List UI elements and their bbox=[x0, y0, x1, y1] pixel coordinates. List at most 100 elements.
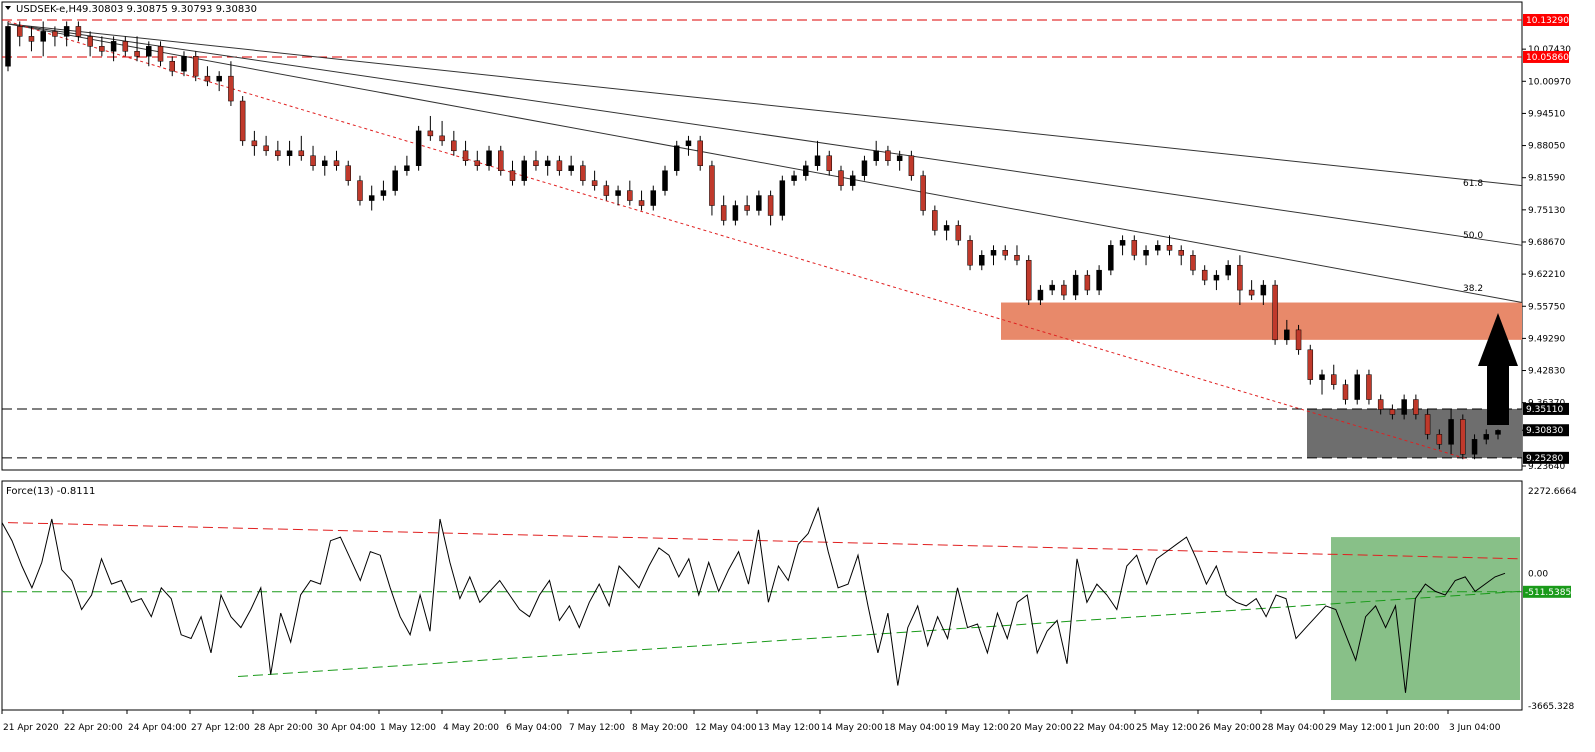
candle-body bbox=[509, 170, 516, 181]
price-trendline bbox=[7, 20, 1469, 460]
candle-body bbox=[1108, 245, 1114, 271]
candle-body bbox=[1354, 374, 1360, 400]
candle-body bbox=[345, 165, 351, 181]
candle-body bbox=[826, 155, 833, 171]
candle-body bbox=[333, 160, 340, 166]
candle-body bbox=[99, 46, 105, 52]
force-level-label: -511.5385 bbox=[1525, 588, 1571, 598]
candle-body bbox=[791, 175, 797, 181]
x-tick-label: 6 May 04:00 bbox=[506, 723, 562, 733]
x-tick-label: 22 Apr 20:00 bbox=[64, 723, 123, 733]
candle-body bbox=[1284, 329, 1290, 341]
force-tick-label: 2272.6664 bbox=[1528, 487, 1577, 497]
price-tick-label: 9.88050 bbox=[1528, 142, 1565, 152]
candle-body bbox=[498, 150, 504, 171]
candle-body bbox=[1366, 374, 1372, 400]
force-tick-label: -3665.328 bbox=[1528, 702, 1574, 712]
candle-body bbox=[122, 41, 129, 52]
candle-body bbox=[1166, 245, 1173, 251]
price-tick-label: 10.07430 bbox=[1528, 45, 1571, 55]
candle-body bbox=[5, 26, 11, 67]
candle-body bbox=[1342, 384, 1349, 400]
candle-body bbox=[556, 160, 563, 171]
candle-body bbox=[1401, 399, 1407, 415]
candle-body bbox=[404, 165, 410, 171]
candle-body bbox=[157, 46, 164, 62]
candle-body bbox=[110, 41, 117, 52]
candle-body bbox=[1413, 399, 1419, 415]
candle-body bbox=[1084, 274, 1091, 291]
candle-body bbox=[627, 190, 633, 201]
candle-body bbox=[591, 180, 598, 186]
candle-body bbox=[943, 225, 950, 231]
candle-body bbox=[849, 175, 856, 186]
x-tick-label: 1 Jun 20:00 bbox=[1388, 723, 1440, 733]
candle-body bbox=[368, 195, 375, 201]
candle-body bbox=[251, 140, 258, 147]
x-tick-label: 13 May 12:00 bbox=[758, 723, 820, 733]
fib-label-50-0: 50.0 bbox=[1463, 231, 1483, 241]
price-tick-label: 9.81590 bbox=[1528, 174, 1565, 184]
candle-body bbox=[1178, 250, 1184, 256]
x-tick-label: 26 May 20:00 bbox=[1199, 723, 1261, 733]
force-resistance-line bbox=[7, 522, 1521, 560]
ohlc-readout: 9.30803 9.30875 9.30793 9.30830 bbox=[82, 4, 257, 15]
price-panel bbox=[1, 1, 1523, 471]
candle-body bbox=[521, 160, 527, 181]
candle-body bbox=[392, 170, 398, 191]
candle-body bbox=[228, 75, 234, 102]
candle-body bbox=[75, 26, 82, 37]
candle-body bbox=[216, 75, 222, 82]
candle-body bbox=[1307, 349, 1314, 380]
price-tick-label: 10.00970 bbox=[1528, 77, 1571, 87]
x-tick-label: 29 May 12:00 bbox=[1325, 723, 1387, 733]
candle-body bbox=[1014, 255, 1020, 261]
candle-body bbox=[1319, 374, 1325, 380]
candle-body bbox=[650, 190, 657, 206]
candle-body bbox=[275, 150, 281, 157]
force-tick-label: 0.00 bbox=[1528, 569, 1548, 579]
candle-body bbox=[568, 165, 574, 171]
force-panel bbox=[1, 480, 1523, 711]
candle-body bbox=[955, 225, 962, 241]
x-tick-label: 25 May 12:00 bbox=[1136, 723, 1198, 733]
x-tick-label: 8 May 20:00 bbox=[632, 723, 688, 733]
x-tick-label: 4 May 20:00 bbox=[443, 723, 499, 733]
candle-body bbox=[181, 56, 187, 72]
candle-body bbox=[1436, 434, 1443, 445]
candle-body bbox=[1295, 329, 1302, 351]
candle-body bbox=[709, 165, 715, 206]
candle-body bbox=[1213, 274, 1220, 281]
candle-body bbox=[744, 205, 750, 211]
x-tick-label: 30 Apr 04:00 bbox=[317, 723, 376, 733]
candle-body bbox=[533, 160, 539, 166]
candle-body bbox=[1377, 399, 1384, 410]
candle-body bbox=[1471, 439, 1478, 455]
x-tick-label: 22 May 04:00 bbox=[1073, 723, 1135, 733]
candle-body bbox=[1225, 264, 1231, 276]
candle-body bbox=[439, 135, 445, 142]
candle-body bbox=[979, 255, 985, 266]
candle-body bbox=[427, 130, 434, 137]
candle-body bbox=[990, 250, 997, 256]
candle-body bbox=[1037, 289, 1044, 301]
candle-body bbox=[1237, 264, 1243, 291]
x-tick-label: 1 May 12:00 bbox=[380, 723, 436, 733]
candle-body bbox=[756, 195, 762, 211]
price-label: 9.30830 bbox=[1526, 426, 1563, 436]
fib-line-61-8 bbox=[7, 23, 1523, 187]
candle-body bbox=[1061, 284, 1067, 296]
candle-body bbox=[322, 160, 328, 166]
candle-body bbox=[16, 26, 23, 37]
force-support-line bbox=[237, 590, 1521, 677]
force-title: Force(13) -0.8111 bbox=[6, 486, 95, 497]
price-label: 9.35110 bbox=[1526, 405, 1563, 415]
force-level-box bbox=[1523, 585, 1571, 598]
candle-body bbox=[286, 150, 293, 157]
candle-body bbox=[1424, 414, 1431, 435]
candle-body bbox=[638, 200, 645, 206]
candle-body bbox=[1049, 284, 1055, 291]
chart-symbol: USDSEK-e,H4 bbox=[16, 4, 82, 15]
candle-body bbox=[134, 51, 140, 57]
